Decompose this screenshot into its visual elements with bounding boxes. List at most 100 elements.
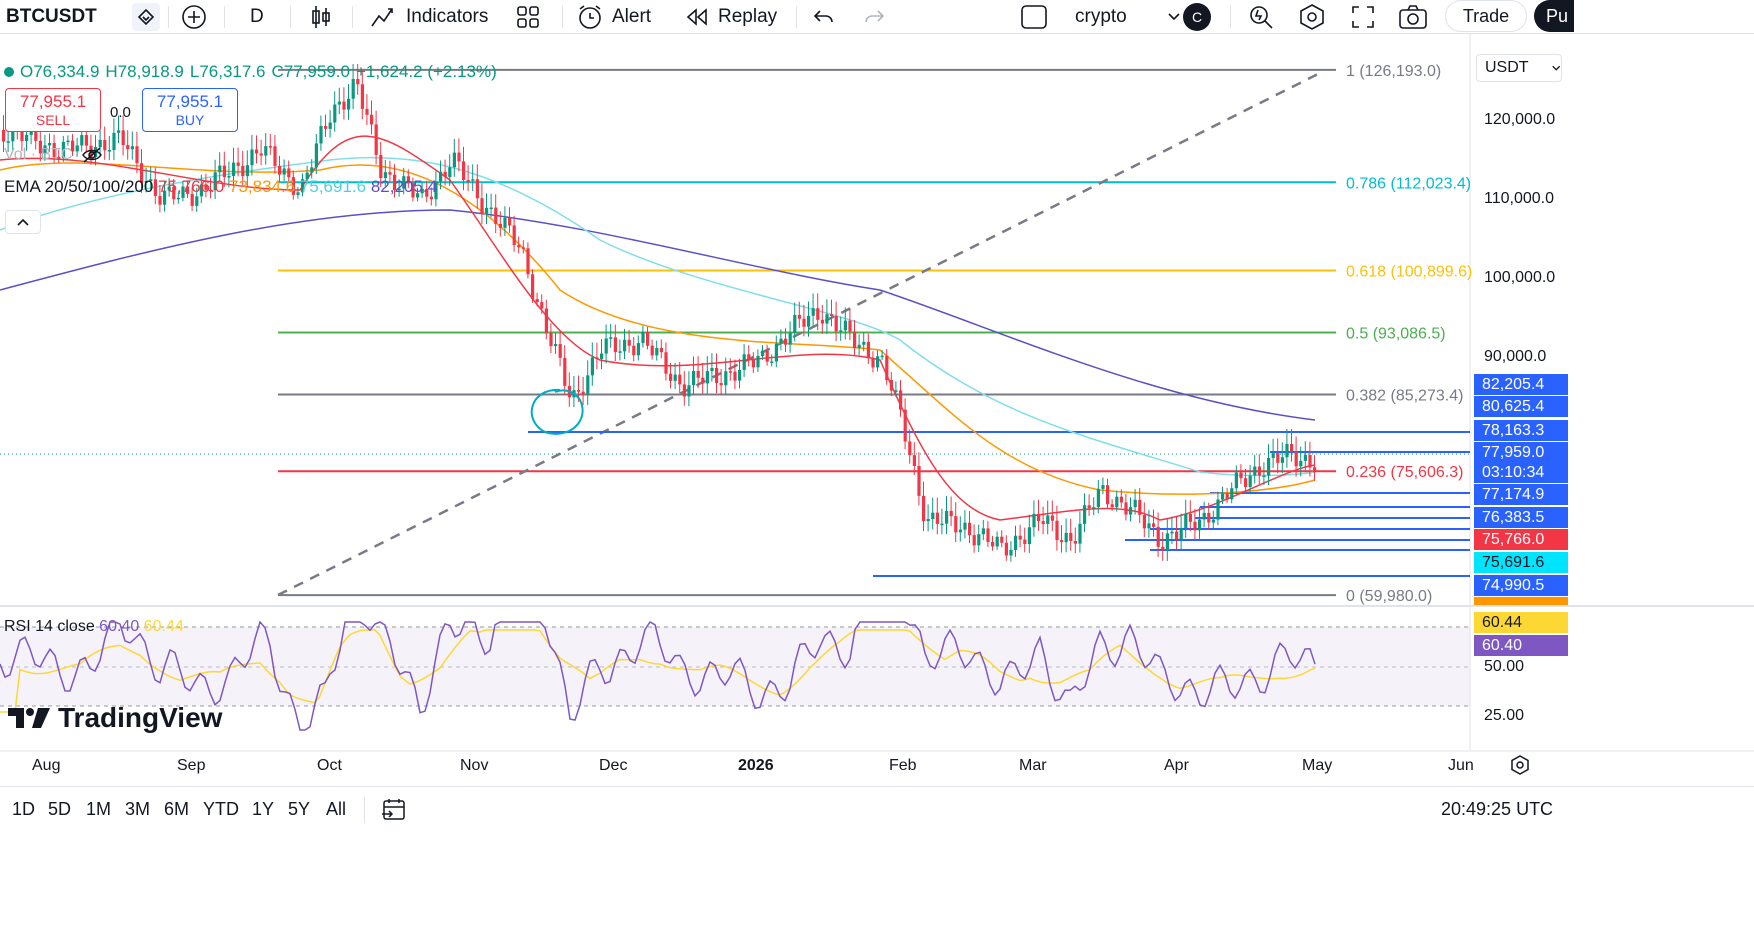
camera-icon[interactable] (1398, 0, 1428, 34)
tradingview-logo[interactable]: TradingView (8, 702, 222, 734)
candle-body (1018, 535, 1022, 540)
watchlist-icon[interactable] (132, 3, 160, 31)
candle-body (765, 350, 769, 362)
layout-name-button[interactable]: crypto (1075, 0, 1181, 34)
candle-body (761, 350, 765, 357)
axis-settings-icon[interactable] (1509, 754, 1531, 781)
candle-body (103, 139, 107, 151)
candle-body (213, 172, 217, 191)
time-tick: Sep (177, 757, 206, 774)
ema20-price-tag: 75,766.0 (1474, 529, 1568, 550)
spread-value: 0.0 (110, 104, 131, 121)
candlesticks[interactable] (2, 63, 1317, 562)
candle-body (563, 357, 567, 386)
candle-body (586, 375, 590, 395)
candle-body (1156, 526, 1160, 547)
candle-body (126, 145, 130, 150)
candle-body (1050, 515, 1054, 521)
layout-grid-icon[interactable] (516, 0, 540, 34)
candle-body (1110, 504, 1114, 508)
fib-retracement[interactable]: 1 (126,193.0) 0.786 (112,023.4) 0.618 (100… (278, 63, 1472, 605)
price-tick: 90,000.0 (1484, 348, 1547, 365)
candle-body (84, 135, 88, 146)
support-lines[interactable] (528, 431, 1470, 577)
price-tick: 120,000.0 (1484, 111, 1556, 128)
candle-body (1170, 531, 1174, 534)
range-1d[interactable]: 1D (12, 799, 36, 819)
candle-body (807, 315, 811, 327)
sell-label: SELL (35, 112, 71, 128)
range-1m[interactable]: 1M (86, 799, 112, 819)
candle-body (687, 385, 691, 397)
candle-body (1188, 513, 1192, 522)
trade-button[interactable]: Trade (1445, 0, 1527, 32)
settings-hex-icon[interactable] (1298, 0, 1326, 34)
range-ytd[interactable]: YTD (203, 799, 239, 819)
publish-button[interactable]: Pu (1534, 0, 1574, 32)
compare-symbol-button[interactable] (180, 0, 208, 34)
candle-body (250, 149, 254, 166)
redo-icon[interactable] (862, 0, 886, 34)
collapse-legend-button[interactable] (5, 210, 41, 234)
candle-body (981, 528, 985, 535)
alert-button[interactable]: Alert (576, 0, 651, 34)
buy-button[interactable]: 77,955.1 BUY (142, 88, 238, 132)
eye-hidden-icon[interactable] (81, 146, 103, 164)
utc-clock[interactable]: 20:49:25 UTC (1441, 799, 1554, 819)
candle-body (232, 162, 236, 177)
candle-body (342, 101, 346, 110)
candle-body (880, 355, 884, 358)
candle-body (995, 536, 999, 547)
range-5y[interactable]: 5Y (288, 799, 311, 819)
fullscreen-icon[interactable] (1350, 0, 1376, 34)
quick-search-icon[interactable] (1248, 0, 1274, 34)
candle-body (71, 140, 75, 152)
ema20-line (0, 135, 1316, 521)
chart-canvas[interactable]: 1 (126,193.0) 0.786 (112,023.4) 0.618 (100… (0, 34, 1754, 786)
candle-body (1147, 523, 1151, 529)
candle-body (80, 135, 84, 146)
level-price-tag: 80,625.4 (1474, 396, 1568, 417)
ohlc-high: H78,918.9 (105, 62, 184, 81)
avatar[interactable]: C (1183, 3, 1211, 31)
fib-trend-line[interactable] (277, 70, 1323, 597)
currency-select[interactable]: USDT (1476, 54, 1562, 82)
candle-body (347, 98, 351, 110)
layout-square-icon[interactable] (1020, 0, 1048, 34)
candle-body (489, 207, 493, 210)
hand-drawn-circle[interactable] (530, 388, 584, 435)
range-3m[interactable]: 3M (125, 799, 151, 819)
candle-body (733, 371, 737, 381)
candle-body (825, 314, 829, 324)
interval-button[interactable]: D (250, 0, 264, 34)
candle-body (20, 129, 24, 141)
indicators-button[interactable]: Indicators (370, 0, 488, 34)
candle-body (1248, 475, 1252, 487)
candle-body (282, 168, 286, 175)
symbol-search[interactable]: BTCUSDT (6, 0, 97, 34)
candle-body (34, 127, 38, 141)
candle-body (986, 528, 990, 542)
range-all[interactable]: All (326, 799, 347, 819)
candle-body (866, 341, 870, 359)
candles-type-icon[interactable] (310, 0, 332, 34)
candle-body (1037, 513, 1041, 522)
candle-body (843, 320, 847, 331)
fib-level-label: 0.382 (85,273.4) (1346, 387, 1463, 404)
candle-body (1216, 499, 1220, 520)
level-price-tag: 76,383.5 (1474, 507, 1568, 528)
range-1y[interactable]: 1Y (252, 799, 275, 819)
range-5d[interactable]: 5D (48, 799, 72, 819)
goto-date-icon[interactable] (380, 797, 408, 828)
replay-button[interactable]: Replay (684, 0, 777, 34)
candle-body (894, 390, 898, 392)
sell-button[interactable]: 77,955.1 SELL (5, 88, 101, 132)
brand-name: TradingView (58, 702, 223, 733)
range-6m[interactable]: 6M (164, 799, 190, 819)
candle-body (770, 361, 774, 364)
rsi-value: 60.40 (99, 618, 140, 635)
undo-icon[interactable] (812, 0, 836, 34)
candle-body (351, 78, 355, 99)
market-status-icon (4, 67, 14, 77)
rsi-pane[interactable] (0, 620, 1316, 731)
